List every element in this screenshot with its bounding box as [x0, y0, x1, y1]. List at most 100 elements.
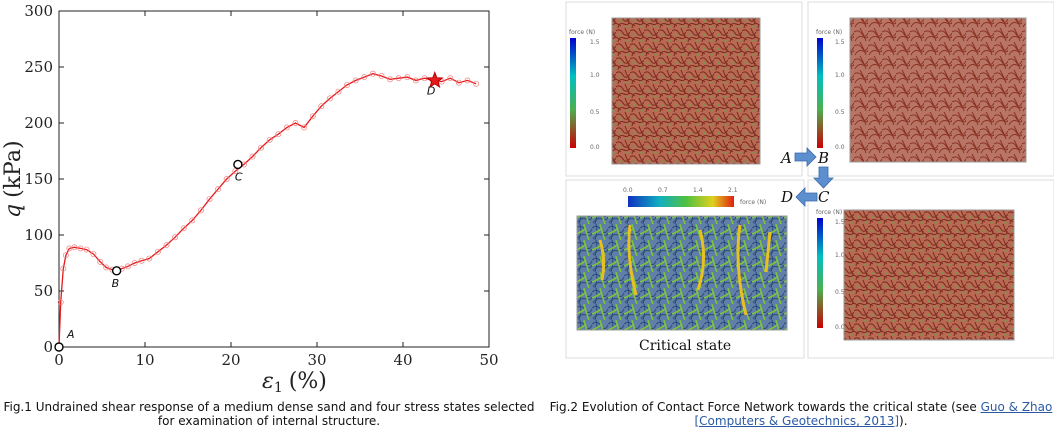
x-tick-label: 30	[307, 351, 326, 369]
colorbar-b-tick: 0.5	[835, 109, 845, 116]
data-point	[344, 81, 351, 88]
colorbar-b-label: force (N)	[816, 29, 842, 36]
data-point	[378, 73, 385, 79]
data-point	[249, 153, 256, 160]
sequence-label-a: A	[779, 149, 792, 167]
data-point	[309, 113, 316, 120]
data-point	[146, 255, 153, 262]
data-point	[275, 131, 282, 138]
figure2-caption-suffix: ).	[899, 414, 908, 428]
y-axis-label: q(kPa)	[1, 140, 26, 218]
x-tick-label: 10	[135, 351, 154, 369]
colorbar-d	[817, 218, 823, 328]
colorbar-critical	[628, 196, 734, 207]
x-tick-label: 40	[393, 351, 412, 369]
series-layer	[56, 70, 480, 350]
colorbar-a-label: force (N)	[569, 29, 595, 36]
x-tick-label: 50	[479, 351, 498, 369]
colorbar-d-label: force (N)	[816, 209, 842, 216]
colorbar-b-tick: 0.0	[835, 144, 845, 151]
y-tick-label: 150	[24, 170, 53, 188]
marker-label: B	[112, 277, 120, 290]
network-image-a	[611, 17, 761, 165]
data-point	[172, 234, 179, 241]
data-point	[258, 144, 265, 151]
high-force-chains	[598, 224, 772, 316]
colorbar-b	[817, 38, 823, 148]
marker-layer: A B C D	[54, 70, 444, 352]
arrow-a-to-b	[794, 147, 817, 167]
data-point	[283, 124, 290, 131]
data-point	[180, 225, 187, 232]
series-line	[58, 73, 477, 348]
y-tick-label: 200	[24, 114, 53, 132]
data-point	[361, 74, 368, 81]
arrow-b-to-c	[813, 166, 834, 189]
marker-circle	[54, 342, 64, 352]
colorbar-critical-tick: 0.0	[623, 187, 633, 194]
y-tick-label: 0	[43, 338, 53, 356]
data-point	[124, 263, 131, 270]
x-tick-label: 0	[54, 351, 64, 369]
data-point	[197, 207, 204, 214]
figure-canvas: 0 10 20 30 40 50 0 50 100 150 200 250 300 A B C D ε1 (%)…	[1, 1, 1054, 396]
data-point	[412, 77, 419, 84]
data-point	[138, 257, 145, 264]
sequence-label-b: B	[817, 149, 829, 167]
plot-frame	[58, 10, 490, 348]
figure1-caption: Fig.1 Undrained shear response of a medi…	[3, 400, 535, 428]
critical-state-label: Critical state	[639, 338, 731, 354]
data-point	[326, 95, 333, 102]
colorbar-a-tick: 1.0	[590, 72, 600, 79]
colorbar-a-tick: 0.0	[590, 144, 600, 151]
colorbar-d-tick: 1.0	[835, 252, 845, 259]
data-point	[154, 248, 161, 255]
y-tick-label: 100	[24, 226, 53, 244]
sequence-arrows: A B C D	[779, 147, 834, 207]
marker-circle	[233, 159, 243, 170]
sequence-label-c: C	[818, 188, 830, 206]
data-point	[71, 244, 78, 251]
colorbar-a	[570, 38, 576, 148]
reference-link[interactable]: Guo & Zhao [Computers & Geotechnics, 201…	[694, 400, 1053, 428]
data-point	[455, 79, 462, 86]
data-point	[206, 196, 213, 203]
y-tick-label: 250	[24, 58, 53, 76]
data-point	[447, 75, 454, 82]
marker-label: A	[66, 328, 75, 341]
colorbar-critical-tick: 0.7	[658, 187, 668, 194]
network-image-b	[849, 17, 1027, 163]
colorbar-a-tick: 1.5	[590, 39, 600, 46]
data-point	[335, 88, 342, 95]
colorbar-d-tick: 1.5	[835, 219, 845, 226]
y-tick-label: 50	[34, 282, 53, 300]
marker-star	[425, 70, 444, 89]
data-point	[232, 168, 239, 175]
y-tick-label: 300	[24, 2, 53, 20]
data-point	[163, 242, 170, 249]
figure2-caption-text: Fig.2 Evolution of Contact Force Network…	[549, 400, 981, 414]
data-point	[404, 74, 411, 81]
data-point	[223, 176, 230, 182]
network-image-critical	[576, 215, 788, 331]
data-point	[292, 120, 299, 126]
data-point	[77, 245, 84, 252]
colorbar-critical-tick: 2.1	[728, 187, 738, 194]
data-point	[83, 246, 90, 253]
x-axis-label: ε1 (%)	[262, 369, 327, 396]
colorbar-d-tick: 0.0	[835, 324, 845, 331]
data-point	[189, 217, 196, 224]
data-point	[464, 77, 471, 84]
arrow-c-to-d	[795, 187, 818, 207]
network-image-d	[843, 209, 1015, 341]
data-point	[62, 252, 69, 259]
data-point	[215, 186, 222, 193]
stress-strain-chart: 0 10 20 30 40 50 0 50 100 150 200 250 300 A B C D ε1 (%)…	[1, 2, 499, 396]
data-point	[395, 75, 402, 82]
data-point	[131, 260, 138, 266]
colorbar-b-tick: 1.0	[835, 72, 845, 79]
data-point	[60, 265, 67, 272]
data-point	[473, 80, 480, 87]
figure2-caption: Fig.2 Evolution of Contact Force Network…	[548, 400, 1054, 428]
data-point	[57, 299, 64, 306]
